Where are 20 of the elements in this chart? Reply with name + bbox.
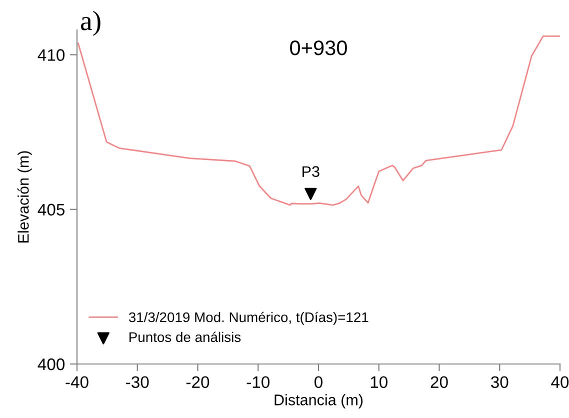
x-tick-label: 40: [551, 376, 569, 388]
x-tick-label: -40: [66, 376, 88, 388]
x-tick-label: 20: [430, 376, 448, 388]
annotation: P3: [302, 166, 320, 177]
x-tick-label: -30: [126, 376, 149, 388]
y-tick-label: 405: [38, 204, 64, 216]
line-series: [78, 35, 560, 206]
legend-label: 31/3/2019 Mod. Numérico, t(Días)=121: [128, 312, 368, 325]
y-tick-label: 410: [38, 49, 65, 61]
x-tick-label: -10: [246, 376, 270, 388]
y-axis-title: Elevación (m): [17, 151, 32, 242]
x-tick-label: 10: [370, 376, 388, 388]
x-tick-label: 30: [490, 376, 508, 388]
x-tick-label: -20: [186, 376, 210, 388]
y-tick-label: 400: [38, 358, 65, 370]
annotation: a): [80, 10, 100, 36]
chart-title: 0+930: [290, 40, 347, 56]
legend-label: Puntos de análisis: [130, 332, 241, 342]
x-axis-title: Distancia (m): [274, 394, 363, 408]
x-tick-label: 0: [314, 376, 322, 388]
